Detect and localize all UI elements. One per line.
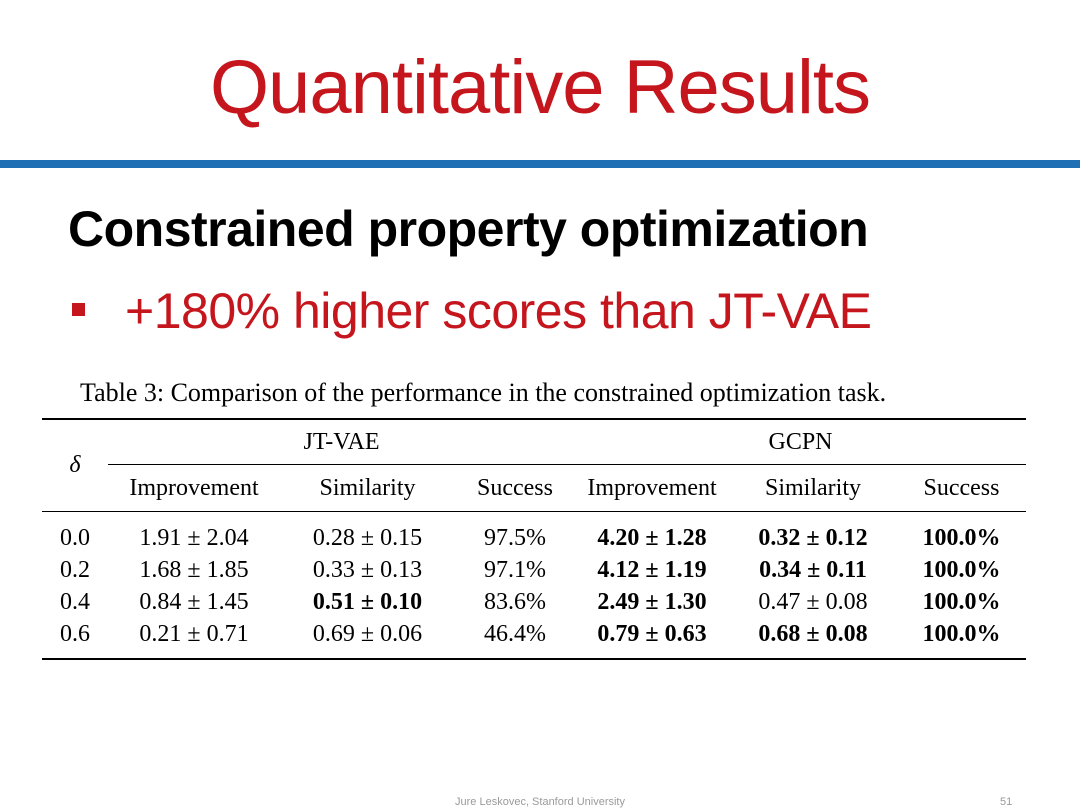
table-cell: 100.0% [922, 556, 1001, 583]
table-cell: 0.21 ± 0.71 [139, 620, 249, 647]
table-cell: 1.91 ± 2.04 [139, 524, 249, 551]
bullet-square-icon [72, 302, 85, 316]
table-cell: 2.49 ± 1.30 [597, 588, 707, 615]
column-header: Improvement [587, 474, 717, 501]
section-heading: Constrained property optimization [68, 201, 869, 257]
table-caption: Table 3: Comparison of the performance i… [80, 378, 887, 407]
table-row: 0.2 1.68 ± 1.85 0.33 ± 0.13 97.1% 4.12 ±… [42, 554, 1026, 586]
column-header: Similarity [319, 474, 416, 501]
table-cell: 0.68 ± 0.08 [758, 620, 868, 647]
table-cell: 0.47 ± 0.08 [758, 588, 868, 615]
table-cell: 4.20 ± 1.28 [597, 524, 707, 551]
table-cell: 4.12 ± 1.19 [597, 556, 707, 583]
table-row: 0.4 0.84 ± 1.45 0.51 ± 0.10 83.6% 2.49 ±… [42, 586, 1026, 618]
column-header: Success [477, 474, 553, 501]
table-cell: 0.32 ± 0.12 [758, 524, 868, 551]
slide-title: Quantitative Results [209, 45, 871, 130]
table-cell: 46.4% [484, 620, 546, 647]
table-cell: 0.33 ± 0.13 [312, 556, 423, 583]
bullet-item: +180% higher scores than JT-VAE [72, 286, 872, 336]
delta-value: 0.2 [60, 556, 90, 583]
table-cell: 100.0% [922, 524, 1001, 551]
page-number: 51 [1000, 796, 1013, 808]
footer-author: Jure Leskovec, Stanford University [455, 796, 625, 808]
delta-header: δ [69, 452, 81, 478]
delta-value: 0.4 [60, 588, 90, 615]
table-cell: 100.0% [922, 620, 1001, 647]
table-cell: 0.84 ± 1.45 [139, 588, 249, 615]
table-cell: 0.34 ± 0.11 [759, 556, 867, 583]
column-header: Improvement [129, 474, 259, 501]
group-header-jtvae: JT-VAE [108, 419, 575, 465]
delta-value: 0.6 [60, 620, 90, 647]
results-table: δ JT-VAE GCPN Improvement Similarity Suc… [42, 418, 1026, 660]
column-header: Similarity [765, 474, 861, 501]
table-cell: 0.69 ± 0.06 [312, 620, 423, 647]
delta-value: 0.0 [60, 524, 90, 551]
bullet-text: +180% higher scores than JT-VAE [125, 283, 872, 339]
table-cell: 0.51 ± 0.10 [312, 588, 423, 615]
column-header: Success [923, 474, 1000, 501]
table-cell: 0.28 ± 0.15 [312, 524, 423, 551]
table-cell: 100.0% [922, 588, 1001, 615]
table-row: 0.6 0.21 ± 0.71 0.69 ± 0.06 46.4% 0.79 ±… [42, 618, 1026, 659]
table-cell: 1.68 ± 1.85 [139, 556, 249, 583]
table-row: 0.0 1.91 ± 2.04 0.28 ± 0.15 97.5% 4.20 ±… [42, 512, 1026, 555]
title-divider [0, 160, 1080, 168]
table-cell: 97.5% [484, 524, 546, 551]
group-header-gcpn: GCPN [575, 419, 1026, 465]
table-cell: 0.79 ± 0.63 [597, 620, 707, 647]
table-cell: 97.1% [484, 556, 546, 583]
table-cell: 83.6% [484, 588, 546, 615]
